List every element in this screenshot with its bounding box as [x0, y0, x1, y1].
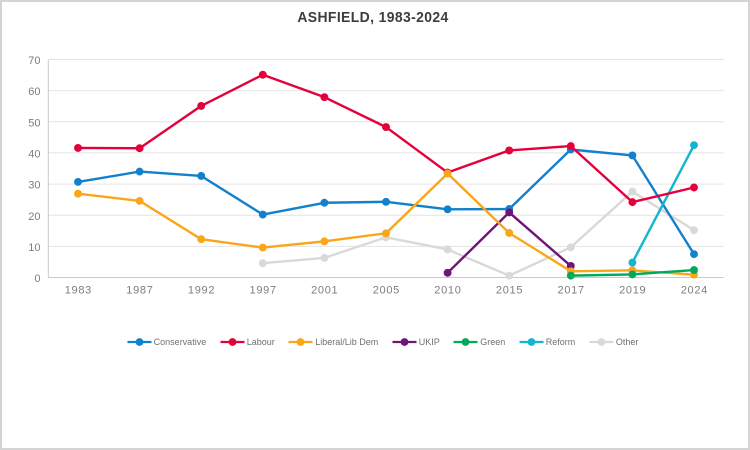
- svg-text:2024: 2024: [681, 285, 708, 297]
- svg-text:2019: 2019: [619, 285, 646, 297]
- svg-text:70: 70: [28, 55, 40, 67]
- svg-text:50: 50: [28, 117, 40, 129]
- svg-text:10: 10: [28, 242, 40, 254]
- svg-text:20: 20: [28, 211, 40, 223]
- svg-text:1983: 1983: [65, 285, 92, 297]
- svg-text:2010: 2010: [434, 285, 461, 297]
- svg-text:60: 60: [28, 86, 40, 98]
- svg-text:1997: 1997: [250, 285, 277, 297]
- svg-text:1987: 1987: [126, 285, 153, 297]
- svg-text:1992: 1992: [188, 285, 215, 297]
- svg-text:2005: 2005: [373, 285, 400, 297]
- svg-text:2015: 2015: [496, 285, 523, 297]
- svg-text:40: 40: [28, 149, 40, 161]
- svg-text:0: 0: [34, 273, 40, 285]
- svg-text:2017: 2017: [558, 285, 585, 297]
- svg-text:2001: 2001: [311, 285, 338, 297]
- svg-text:30: 30: [28, 180, 40, 192]
